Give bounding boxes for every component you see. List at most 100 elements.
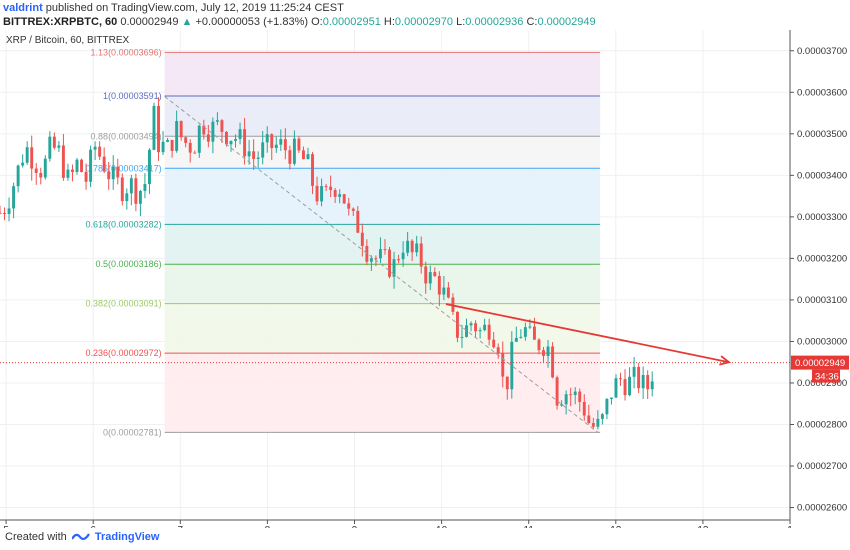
candle-body <box>333 190 337 197</box>
candle-body <box>125 193 129 202</box>
price-chart[interactable]: 1.13(0.00003696) 1(0.00003591) 0.88(0.0000… <box>0 30 850 528</box>
open-value: 0.00002951 <box>322 16 381 28</box>
chart-title: XRP / Bitcoin, 60, BITTREX <box>6 35 130 46</box>
candle-body <box>129 178 133 194</box>
x-tick-label: 5 <box>3 525 9 528</box>
candle-body <box>147 149 151 185</box>
candle-body <box>519 336 523 338</box>
overlays <box>0 96 790 434</box>
candle-body <box>202 125 206 135</box>
x-axis[interactable]: 5 6 7 8 9 10 11 12 13 1 <box>3 520 793 528</box>
candle-body <box>279 139 283 145</box>
y-tick-label: 0.00003200 <box>797 253 847 264</box>
candle-body <box>356 210 360 233</box>
candle-body <box>292 138 296 164</box>
x-tick-label: 12 <box>610 525 622 528</box>
candle-body <box>0 212 2 214</box>
candle-body <box>641 374 645 389</box>
candle-body <box>487 324 491 340</box>
y-tick-label: 0.00002800 <box>797 419 847 430</box>
candle-body <box>401 252 405 260</box>
candle-body <box>170 139 174 151</box>
candle-body <box>369 258 373 262</box>
x-tick-label: 8 <box>265 525 271 528</box>
candle-body <box>30 147 34 169</box>
candle-body <box>175 121 179 151</box>
candle-body <box>21 162 25 166</box>
fib-level-label: 0.786(0.00003417) <box>86 163 162 173</box>
candle-body <box>342 194 346 204</box>
y-tick-label: 0.00003100 <box>797 295 847 306</box>
candle-body <box>496 347 500 354</box>
candle-body <box>75 159 79 172</box>
candle-body <box>614 378 618 398</box>
fib-zone <box>164 52 601 97</box>
candle-body <box>397 259 401 261</box>
candle-body <box>161 141 165 153</box>
candle-body <box>587 415 591 424</box>
candle-body <box>433 272 437 276</box>
candle-body <box>532 326 536 340</box>
candle-body <box>288 150 292 164</box>
tradingview-brand[interactable]: TradingView <box>94 531 160 543</box>
candle-body <box>61 145 65 178</box>
candle-body <box>252 151 256 159</box>
close-label: C: <box>526 16 538 28</box>
candle-body <box>324 186 328 188</box>
candle-body <box>66 169 70 178</box>
x-tick-label: 6 <box>90 525 96 528</box>
candle-body <box>238 129 242 140</box>
candle-body <box>306 154 310 160</box>
candle-body <box>446 287 450 298</box>
candle-body <box>329 186 333 191</box>
candle-body <box>406 240 410 253</box>
candle-body <box>16 165 20 187</box>
x-tick-label: 10 <box>436 525 448 528</box>
candle-body <box>374 258 378 260</box>
candle-body <box>623 379 627 396</box>
fib-zone <box>164 96 601 137</box>
x-tick-label: 13 <box>697 525 709 528</box>
y-axis[interactable]: 0.00003700 0.00003600 0.00003500 0.00003400… <box>790 46 849 514</box>
candle-body <box>546 346 550 356</box>
candle-body <box>351 208 355 211</box>
author-link[interactable]: valdrint <box>3 2 43 14</box>
candle-body <box>523 327 527 337</box>
candle-body <box>637 366 641 389</box>
candle-body <box>224 131 228 145</box>
candle-body <box>211 121 215 142</box>
candle-body <box>274 144 278 149</box>
close-value: 0.00002949 <box>537 16 596 28</box>
candle-body <box>107 171 111 180</box>
candle-body <box>297 138 301 151</box>
fib-level-label: 0.618(0.00003282) <box>86 219 162 229</box>
candle-body <box>143 184 147 191</box>
candle-body <box>383 249 387 251</box>
fib-level-label: 0(0.00002781) <box>103 427 162 437</box>
y-tick-label: 0.00002700 <box>797 461 847 472</box>
last-price: 0.00002949 <box>120 16 179 28</box>
candle-body <box>57 145 61 148</box>
candle-body <box>573 391 577 396</box>
candle-body <box>25 147 29 163</box>
price-change: +0.00000053 (+1.83%) <box>195 16 309 28</box>
candle-body <box>392 259 396 277</box>
candle-body <box>3 212 6 214</box>
candle-body <box>555 377 559 406</box>
candle-body <box>569 394 573 396</box>
y-tick-label: 0.00003700 <box>797 46 847 57</box>
candle-body <box>265 134 269 143</box>
candle-body <box>188 142 192 153</box>
candle-body <box>229 140 233 145</box>
countdown-label: 34:36 <box>815 372 839 383</box>
candle-body <box>215 120 219 122</box>
y-tick-label: 0.00002900 <box>797 378 847 389</box>
y-tick-label: 0.00002600 <box>797 503 847 514</box>
candle-body <box>501 353 505 377</box>
candle-body <box>301 150 305 160</box>
candle-body <box>193 152 197 154</box>
candle-body <box>206 134 210 142</box>
y-tick-label: 0.00003600 <box>797 87 847 98</box>
fib-level-label: 0.5(0.00003186) <box>96 259 162 269</box>
candle-body <box>320 186 324 202</box>
